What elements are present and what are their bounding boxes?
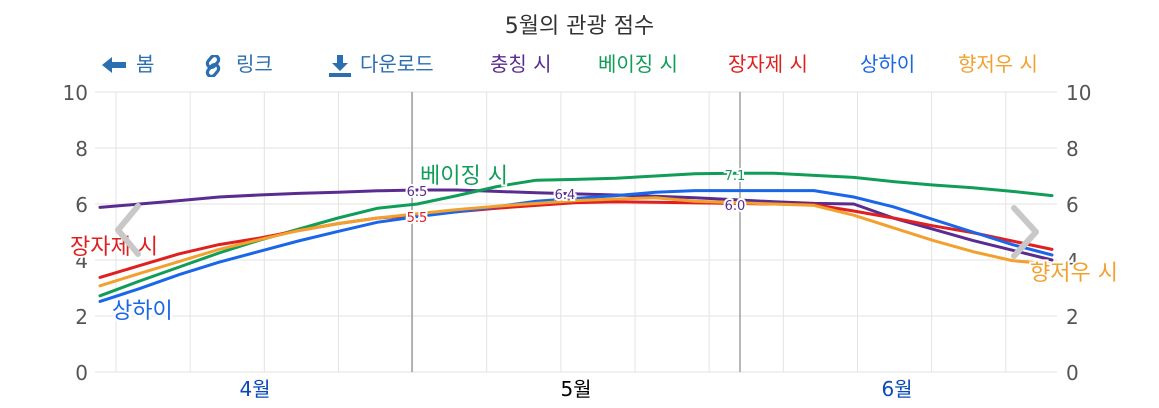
- x-month-label: 5월: [560, 377, 591, 401]
- data-label: 5.5: [407, 211, 428, 226]
- data-label: 6.4: [555, 188, 576, 203]
- series-label-shanghai: 상하이: [112, 299, 173, 324]
- series-label-zhangjiajie: 장자제 시: [70, 235, 158, 260]
- y-tick-label-right: 2: [1066, 305, 1079, 329]
- download-icon: [329, 55, 351, 77]
- y-tick-label-right: 8: [1066, 137, 1079, 161]
- data-label: 6.0: [725, 199, 746, 214]
- link-icon: [205, 55, 221, 77]
- x-month-label: 4월: [239, 377, 270, 401]
- arrow-left-icon: [102, 57, 126, 73]
- y-tick-label-left: 8: [75, 137, 88, 161]
- link-label: 링크: [236, 52, 273, 76]
- y-tick-label-left: 10: [63, 81, 88, 105]
- spring-label: 봄: [136, 52, 155, 76]
- x-month-label: 6월: [881, 377, 912, 401]
- series-line-shanghai: [98, 189, 1054, 303]
- y-tick-label-left: 2: [75, 305, 88, 329]
- legend-item-shanghai[interactable]: 상하이: [860, 52, 916, 76]
- y-tick-label-right: 6: [1066, 193, 1079, 217]
- chart-title: 5월의 관광 점수: [504, 14, 655, 39]
- y-tick-label-right: 0: [1066, 361, 1079, 385]
- legend-item-zhangjiajie[interactable]: 장자제 시: [728, 52, 808, 76]
- chevron-left-icon[interactable]: [115, 203, 141, 257]
- chevron-right-icon[interactable]: [1011, 205, 1039, 259]
- series-line-hangzhou: [98, 196, 1054, 288]
- data-label: 7.1: [725, 169, 746, 184]
- series-line-beijing: [98, 171, 1054, 298]
- y-tick-label-left: 6: [75, 193, 88, 217]
- legend-item-hangzhou[interactable]: 향저우 시: [958, 52, 1038, 76]
- y-tick-label-left: 0: [75, 361, 88, 385]
- series-label-hangzhou: 향저우 시: [1030, 261, 1118, 286]
- legend-item-beijing[interactable]: 베이징 시: [598, 52, 678, 76]
- legend-item-chongqing[interactable]: 충칭 시: [490, 52, 552, 76]
- y-tick-label-right: 4: [1066, 249, 1079, 273]
- y-tick-label-left: 4: [75, 249, 88, 273]
- data-label: 6.5: [407, 185, 428, 200]
- series-line-zhangjiajie: [98, 200, 1054, 279]
- series-label-beijing: 베이징 시: [420, 164, 508, 189]
- y-tick-label-right: 10: [1066, 81, 1091, 105]
- download-label: 다운로드: [360, 52, 434, 76]
